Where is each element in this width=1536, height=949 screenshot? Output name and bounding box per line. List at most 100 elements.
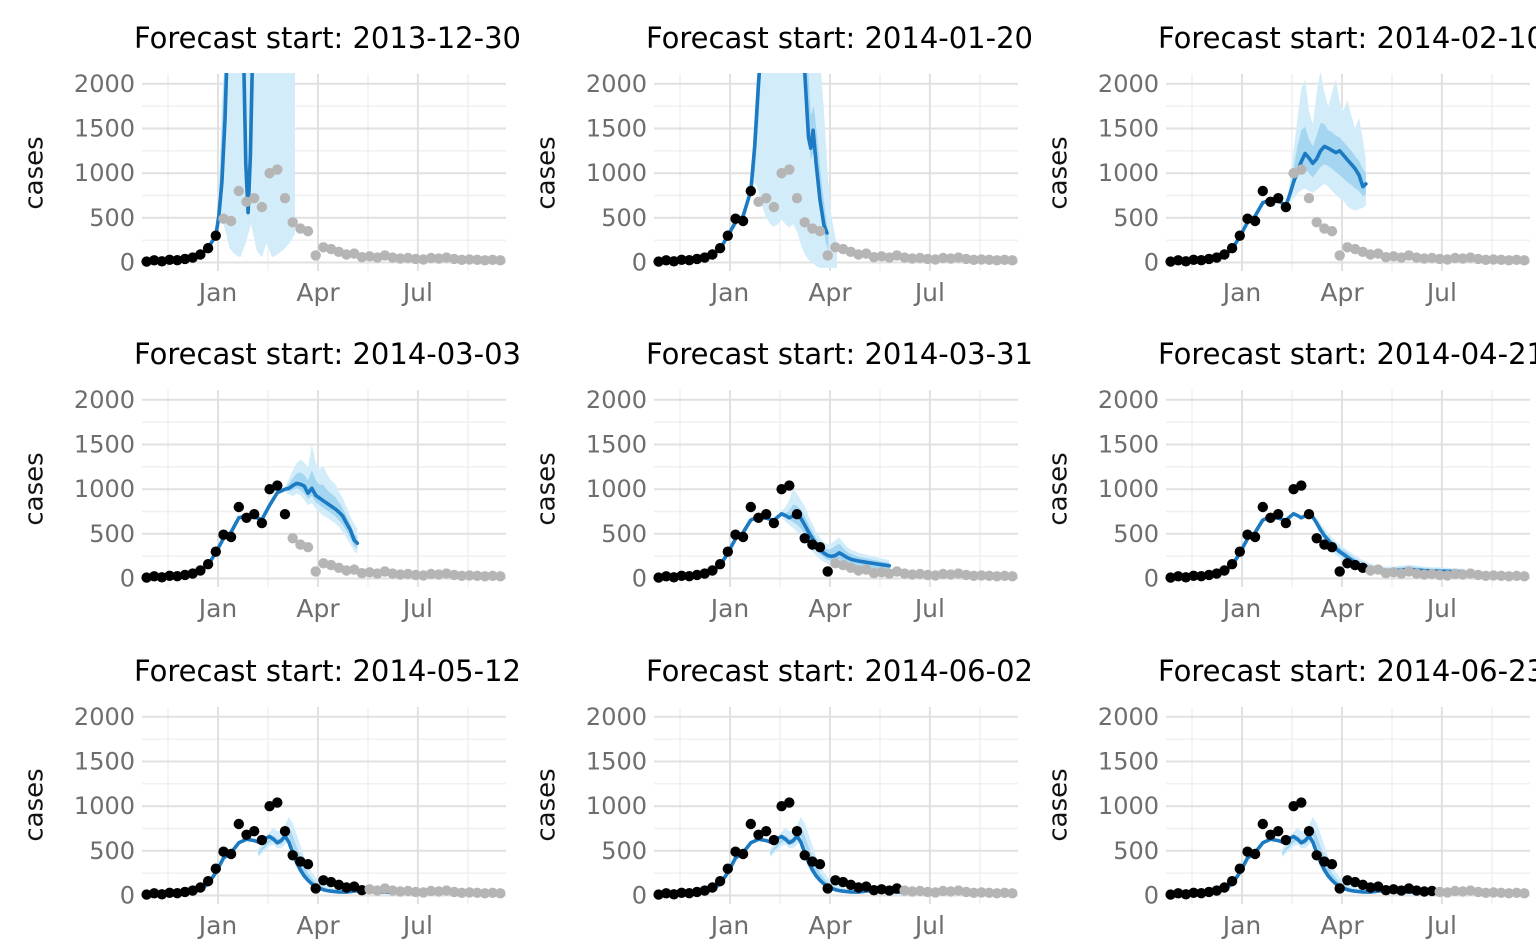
forecast-panel-3: 0 500 1000 1500 2000 Jan Apr Jul cases Forecast…: [1024, 0, 1536, 316]
svg-text:Apr: Apr: [808, 278, 852, 307]
svg-text:Apr: Apr: [1320, 911, 1364, 940]
y-axis-label: cases: [532, 452, 563, 526]
svg-text:Jan: Jan: [709, 594, 750, 623]
panel-title: Forecast start: 2014-01-20: [646, 21, 1033, 55]
y-axis-label: cases: [532, 768, 563, 842]
y-axis-label-wrap: cases: [1034, 74, 1084, 271]
y-axis-label: cases: [1044, 768, 1075, 842]
forecast-panel-1: 0 500 1000 1500 2000 Jan Apr Jul cases Forecast…: [0, 0, 521, 316]
svg-text:Jul: Jul: [913, 911, 945, 940]
forecast-panel-6: 0 500 1000 1500 2000 Jan Apr Jul cases Forecast…: [1024, 316, 1536, 632]
y-axis-label-wrap: cases: [10, 74, 60, 271]
y-axis-label: cases: [20, 452, 51, 526]
svg-text:2000: 2000: [1098, 702, 1159, 730]
forecast-plot: 0 500 1000 1500 2000 Jan Apr Jul: [586, 702, 1018, 940]
forecast-plot: 0 500 1000 1500 2000 Jan Apr Jul: [74, 702, 506, 940]
forecast-plot: 0 500 1000 1500 2000 Jan Apr Jul: [74, 386, 506, 623]
svg-text:Apr: Apr: [296, 911, 340, 940]
svg-text:1000: 1000: [586, 476, 647, 504]
svg-text:2000: 2000: [74, 70, 135, 98]
svg-text:0: 0: [632, 249, 647, 277]
svg-text:0: 0: [120, 249, 135, 277]
svg-text:500: 500: [601, 836, 647, 864]
svg-text:500: 500: [601, 204, 647, 232]
svg-text:2000: 2000: [1098, 70, 1159, 98]
y-axis-label-wrap: cases: [10, 390, 60, 587]
svg-text:500: 500: [1113, 204, 1159, 232]
svg-text:1000: 1000: [74, 159, 135, 187]
svg-text:2000: 2000: [1098, 386, 1159, 414]
svg-text:1500: 1500: [1098, 115, 1159, 143]
svg-text:0: 0: [120, 565, 135, 593]
svg-text:Jul: Jul: [401, 911, 433, 940]
svg-text:Apr: Apr: [1320, 594, 1364, 623]
svg-text:1000: 1000: [586, 159, 647, 187]
svg-text:1000: 1000: [586, 792, 647, 820]
svg-text:Apr: Apr: [1320, 278, 1364, 307]
svg-text:Jul: Jul: [1425, 278, 1457, 307]
svg-text:Jan: Jan: [197, 594, 238, 623]
forecast-panel-5: 0 500 1000 1500 2000 Jan Apr Jul cases Forecast…: [512, 316, 1033, 632]
svg-text:Jul: Jul: [401, 278, 433, 307]
panel-title: Forecast start: 2014-03-31: [646, 337, 1033, 372]
forecast-plot: 0 500 1000 1500 2000 Jan Apr Jul: [74, 70, 506, 307]
y-axis-label: cases: [532, 135, 563, 210]
panel-title: Forecast start: 2014-06-23: [1158, 653, 1536, 688]
svg-text:Jul: Jul: [401, 594, 433, 623]
forecast-plot: 0 500 1000 1500 2000 Jan Apr Jul: [586, 70, 1018, 307]
svg-text:1000: 1000: [1098, 792, 1159, 820]
svg-text:1500: 1500: [74, 431, 135, 459]
svg-text:2000: 2000: [586, 386, 647, 414]
svg-text:1500: 1500: [586, 115, 647, 143]
y-axis-label: cases: [1044, 452, 1075, 526]
svg-text:Apr: Apr: [808, 594, 852, 623]
svg-text:500: 500: [89, 836, 135, 864]
svg-text:Apr: Apr: [808, 911, 852, 940]
y-axis-label-wrap: cases: [1034, 707, 1084, 904]
forecast-plot: 0 500 1000 1500 2000 Jan Apr Jul: [1098, 386, 1530, 623]
y-axis-label-wrap: cases: [522, 390, 572, 587]
panel-title: Forecast start: 2014-04-21: [1158, 337, 1536, 372]
svg-text:Jan: Jan: [709, 911, 750, 940]
panel-title: Forecast start: 2014-02-10: [1158, 21, 1536, 55]
svg-text:Jul: Jul: [1425, 911, 1457, 940]
svg-text:1500: 1500: [1098, 431, 1159, 459]
svg-text:1000: 1000: [1098, 159, 1159, 187]
panel-title: Forecast start: 2014-06-02: [646, 653, 1033, 688]
svg-text:0: 0: [120, 881, 135, 909]
svg-text:1500: 1500: [586, 747, 647, 775]
forecast-plot: 0 500 1000 1500 2000 Jan Apr Jul: [1098, 702, 1530, 940]
svg-text:0: 0: [1144, 565, 1159, 593]
svg-text:Jan: Jan: [197, 911, 238, 940]
svg-text:0: 0: [1144, 249, 1159, 277]
forecast-panel-4: 0 500 1000 1500 2000 Jan Apr Jul cases Forecast…: [0, 316, 521, 632]
svg-text:2000: 2000: [74, 702, 135, 730]
panel-title: Forecast start: 2013-12-30: [134, 21, 521, 55]
svg-text:Jan: Jan: [1221, 911, 1262, 940]
svg-text:Apr: Apr: [296, 278, 340, 307]
panel-title: Forecast start: 2014-05-12: [134, 653, 521, 688]
svg-text:500: 500: [1113, 836, 1159, 864]
svg-text:500: 500: [601, 520, 647, 548]
svg-text:2000: 2000: [586, 702, 647, 730]
y-axis-label-wrap: cases: [522, 707, 572, 904]
svg-text:1500: 1500: [586, 431, 647, 459]
svg-text:2000: 2000: [74, 386, 135, 414]
forecast-panel-2: 0 500 1000 1500 2000 Jan Apr Jul cases Forecast…: [512, 0, 1033, 316]
svg-text:Jan: Jan: [197, 278, 238, 307]
forecast-plot: 0 500 1000 1500 2000 Jan Apr Jul: [586, 386, 1018, 623]
svg-text:1000: 1000: [74, 792, 135, 820]
forecast-panel-9: 0 500 1000 1500 2000 Jan Apr Jul cases Forecast…: [1024, 633, 1536, 949]
y-axis-label: cases: [20, 768, 51, 842]
svg-text:500: 500: [1113, 520, 1159, 548]
svg-text:0: 0: [632, 565, 647, 593]
forecast-plot: 0 500 1000 1500 2000 Jan Apr Jul: [1098, 70, 1530, 307]
y-axis-label: cases: [20, 135, 51, 210]
y-axis-label: cases: [1044, 135, 1075, 210]
svg-text:Jul: Jul: [1425, 594, 1457, 623]
svg-text:1000: 1000: [1098, 476, 1159, 504]
panel-title: Forecast start: 2014-03-03: [134, 337, 521, 372]
svg-text:0: 0: [1144, 881, 1159, 909]
y-axis-label-wrap: cases: [1034, 390, 1084, 587]
